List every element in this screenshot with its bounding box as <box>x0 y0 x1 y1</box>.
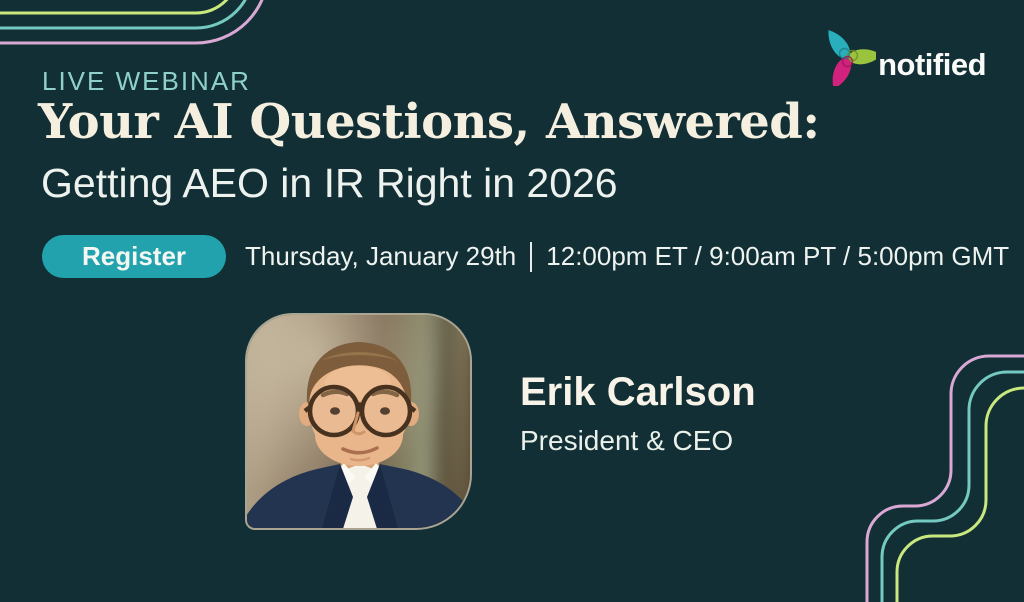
corner-lines-bottom-right-icon <box>865 354 1024 602</box>
logo-wordmark: notified <box>878 47 986 82</box>
schedule-times: 12:00pm ET / 9:00am PT / 5:00pm GMT <box>546 241 1010 271</box>
schedule-divider <box>530 241 533 272</box>
banner-subtitle: Getting AEO in IR Right in 2026 <box>41 160 618 206</box>
schedule-date: Thursday, January 29th <box>245 241 517 271</box>
corner-lines-top-left-icon <box>0 0 264 45</box>
speaker-name: Erik Carlson <box>520 370 756 414</box>
glasses-icon <box>303 384 417 438</box>
notified-logo: notified <box>818 24 986 86</box>
eyebrow-live-webinar: LIVE WEBINAR <box>42 66 251 96</box>
schedule-line: Thursday, January 29th 12:00pm ET / 9:00… <box>245 241 1009 272</box>
cta-row: Register Thursday, January 29th 12:00pm … <box>42 235 1009 278</box>
banner-title: Your AI Questions, Answered: <box>38 94 820 150</box>
speaker-info: Erik Carlson President & CEO <box>520 370 756 457</box>
speaker-portrait-illustration <box>247 342 470 528</box>
speaker-photo <box>245 313 472 530</box>
notified-flower-icon <box>828 30 877 86</box>
register-button[interactable]: Register <box>42 235 227 278</box>
speaker-title: President & CEO <box>520 425 734 456</box>
